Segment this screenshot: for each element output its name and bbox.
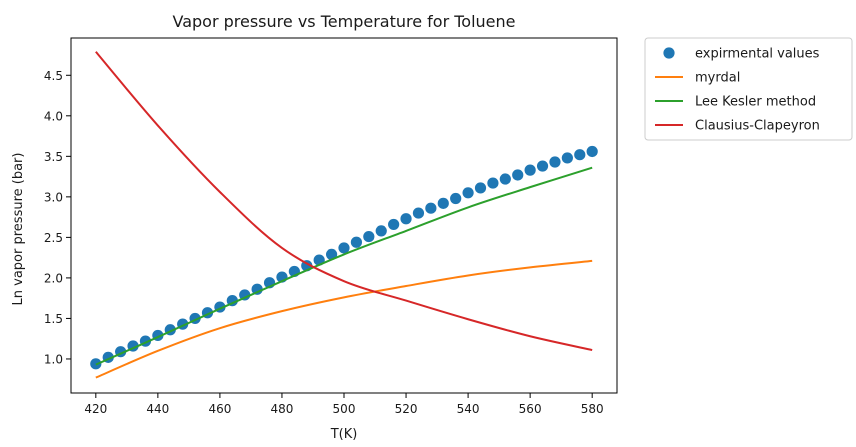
- x-tick-label: 500: [333, 402, 356, 416]
- y-tick-label: 3.5: [44, 150, 63, 164]
- legend-entry: expirmental values: [663, 47, 820, 62]
- legend-box: [644, 37, 853, 141]
- legend-entry: Clausius-Clapeyron: [655, 119, 820, 134]
- legend-entry: myrdal: [655, 71, 740, 86]
- legend-label: Clausius-Clapeyron: [695, 119, 820, 134]
- scatter-point: [474, 182, 487, 194]
- scatter-point: [499, 173, 511, 185]
- y-tick-label: 2.0: [44, 271, 63, 285]
- scatter-point: [450, 192, 462, 205]
- scatter-point: [251, 283, 263, 295]
- scatter-point: [437, 197, 449, 209]
- x-tick-label: 520: [395, 402, 418, 416]
- scatter-series-0: [90, 145, 598, 370]
- scatter-point: [338, 242, 350, 254]
- x-tick-label: 540: [457, 402, 480, 416]
- x-tick-label: 460: [208, 402, 231, 416]
- scatter-point: [350, 236, 363, 248]
- chart-title: Vapor pressure vs Temperature for Toluen…: [173, 12, 516, 31]
- line-series-3: [95, 51, 593, 352]
- legend-label: Lee Kesler method: [695, 95, 816, 110]
- scatter-point: [524, 164, 536, 176]
- legend-entry: Lee Kesler method: [655, 95, 816, 110]
- axes: 420 440 460 480 500 520 540 560 580 1.0 1.5 2.0 2.5 3…: [44, 37, 618, 416]
- scatter-point: [536, 160, 549, 172]
- scatter-point: [239, 289, 251, 301]
- y-tick-label: 3.0: [44, 190, 63, 204]
- scatter-point: [388, 218, 400, 231]
- y-tick-label: 4.5: [44, 69, 63, 83]
- scatter-point: [574, 149, 586, 161]
- scatter-point: [325, 248, 338, 261]
- y-tick-label: 1.5: [44, 312, 63, 326]
- scatter-point: [375, 225, 387, 237]
- scatter-point: [363, 230, 375, 243]
- x-axis-label: T(K): [330, 427, 358, 442]
- x-tick-label: 440: [146, 402, 169, 416]
- legend-marker: [663, 47, 675, 59]
- scatter-point: [425, 202, 437, 214]
- scatter-point: [512, 169, 524, 181]
- y-tick-label: 4.0: [44, 109, 63, 123]
- y-tick-label: 2.5: [44, 231, 63, 245]
- scatter-point: [549, 156, 561, 168]
- y-tick-label: 1.0: [44, 352, 63, 366]
- line-series-2: [95, 166, 593, 366]
- scatter-point: [400, 213, 412, 225]
- scatter-point: [561, 152, 573, 164]
- scatter-point: [462, 187, 474, 199]
- x-tick-label: 420: [84, 402, 107, 416]
- line-series-1: [95, 259, 593, 379]
- plot-area: [90, 51, 598, 379]
- legend: expirmental values myrdal Lee Kesler metho…: [644, 37, 853, 141]
- x-tick-label: 580: [581, 402, 604, 416]
- legend-label: expirmental values: [695, 47, 820, 62]
- scatter-point: [412, 207, 425, 219]
- x-tick-label: 560: [519, 402, 542, 416]
- plot-series-group: [90, 51, 598, 379]
- y-axis-label: Ln vapor pressure (bar): [11, 153, 26, 306]
- x-tick-label: 480: [271, 402, 294, 416]
- scatter-point: [487, 177, 499, 189]
- scatter-point: [586, 145, 598, 158]
- legend-label: myrdal: [695, 71, 740, 86]
